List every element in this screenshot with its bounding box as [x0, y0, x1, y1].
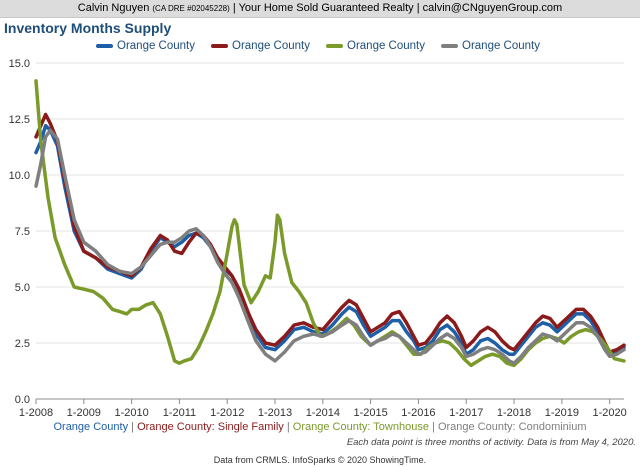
- legend-item: Orange County: [96, 40, 195, 52]
- x-tick-label: 1-2020: [593, 407, 627, 419]
- footer-separator: |: [128, 421, 138, 433]
- footer-separator: |: [283, 421, 293, 433]
- x-tick-label: 1-2011: [163, 407, 196, 419]
- x-tick-label: 1-2017: [449, 407, 483, 419]
- legend-swatch: [96, 44, 113, 48]
- x-tick-label: 1-2016: [401, 407, 435, 419]
- footer-legend-item: Orange County: Townhouse: [292, 421, 429, 433]
- y-tick-label: 12.5: [9, 114, 30, 126]
- y-tick-label: 10.0: [9, 170, 30, 182]
- legend-swatch: [211, 44, 228, 48]
- agent-dre: (CA DRE #02045228): [152, 4, 230, 13]
- legend-item: Orange County: [326, 40, 425, 52]
- legend-swatch: [441, 44, 458, 48]
- data-credit: Data from CRMLS. InfoSparks © 2020 Showi…: [213, 455, 427, 465]
- x-tick-label: 1-2012: [210, 407, 244, 419]
- x-tick-label: 1-2013: [258, 407, 292, 419]
- legend-item: Orange County: [441, 40, 540, 52]
- legend-label: Orange County: [117, 40, 195, 52]
- agent-name: Calvin Nguyen: [77, 2, 150, 14]
- x-tick-label: 1-2015: [354, 407, 388, 419]
- x-tick-label: 1-2009: [67, 407, 101, 419]
- chart-title: Inventory Months Supply: [4, 20, 172, 36]
- y-tick-label: 15.0: [9, 58, 30, 70]
- agent-email[interactable]: calvin@CNguyenGroup.com: [422, 2, 563, 14]
- footer-legend-item: Orange County: [53, 421, 129, 433]
- y-tick-label: 2.5: [15, 338, 30, 350]
- legend-label: Orange County: [462, 40, 540, 52]
- footer-legend-item: Orange County: Condominium: [437, 421, 587, 433]
- header-separator: |: [232, 2, 236, 14]
- x-tick-label: 1-2014: [306, 407, 340, 419]
- legend-label: Orange County: [347, 40, 425, 52]
- y-tick-label: 5.0: [15, 282, 30, 294]
- x-tick-label: 1-2010: [114, 407, 148, 419]
- legend-swatch: [326, 44, 343, 48]
- header-separator: |: [416, 2, 420, 14]
- company-name: Your Home Sold Guaranteed Realty: [238, 2, 414, 14]
- footer-legend-item: Orange County: Single Family: [137, 421, 284, 433]
- y-tick-label: 0.0: [15, 394, 30, 406]
- legend-item: Orange County: [211, 40, 310, 52]
- footer-separator: |: [428, 421, 438, 433]
- legend-label: Orange County: [232, 40, 310, 52]
- chart-legend: Orange County Orange County Orange County O…: [96, 40, 556, 52]
- x-tick-label: 1-2018: [497, 407, 531, 419]
- x-tick-label: 1-2019: [545, 407, 579, 419]
- footer-note: Each data point is three months of activ…: [346, 437, 636, 448]
- x-tick-label: 1-2008: [19, 407, 53, 419]
- series-line: [34, 112, 626, 354]
- header-bar: Calvin Nguyen (CA DRE #02045228) | Your …: [0, 0, 640, 18]
- footer-legend: Orange County | Orange County: Single Fa…: [0, 421, 640, 433]
- series-line: [34, 128, 626, 365]
- y-tick-label: 7.5: [15, 226, 30, 238]
